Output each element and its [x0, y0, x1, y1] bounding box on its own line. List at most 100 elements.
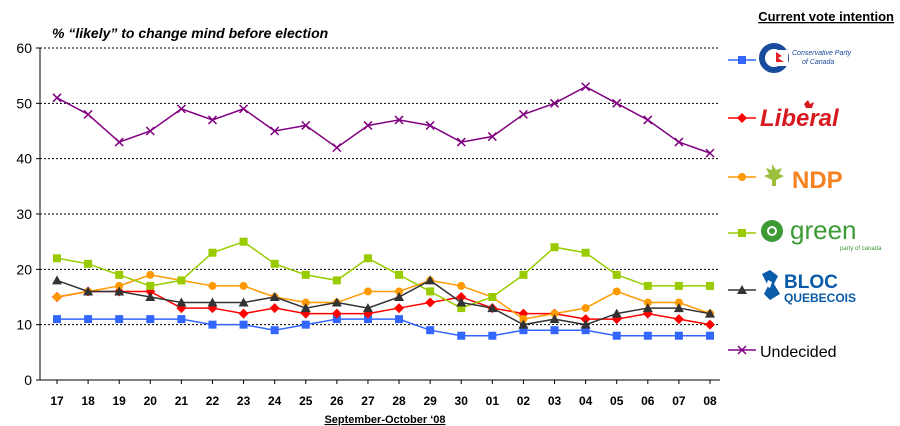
data-point	[301, 270, 310, 279]
data-point	[705, 319, 715, 330]
data-point	[270, 259, 279, 268]
data-point	[207, 115, 218, 125]
x-tick-label: 25	[299, 394, 313, 408]
data-point	[331, 297, 342, 307]
data-point	[363, 254, 372, 263]
x-tick-label: 28	[392, 394, 406, 408]
data-point	[643, 281, 652, 290]
data-point	[395, 270, 404, 279]
data-point	[176, 104, 186, 114]
data-point	[456, 137, 466, 147]
data-point	[84, 315, 93, 324]
data-point	[84, 259, 93, 268]
series-line	[56, 240, 710, 309]
data-point	[643, 298, 652, 307]
legend-logo-ndp: NDP	[764, 164, 843, 194]
data-point	[332, 276, 341, 285]
data-point	[456, 297, 467, 307]
data-point	[301, 298, 310, 307]
data-point	[549, 98, 560, 108]
series-3	[53, 237, 714, 313]
data-point	[425, 120, 435, 130]
x-tick-label: 30	[455, 394, 469, 408]
x-tick-label: 03	[548, 394, 562, 408]
data-point	[581, 326, 590, 335]
x-tick-label: 29	[423, 394, 437, 408]
x-tick-label: 05	[610, 394, 624, 408]
legend-marker	[738, 229, 746, 237]
series-4	[52, 275, 715, 329]
x-tick-label: 22	[206, 394, 220, 408]
data-point	[114, 286, 125, 296]
data-point	[487, 303, 498, 313]
x-tick-label: 08	[703, 394, 717, 408]
data-point	[488, 293, 497, 301]
series-line	[56, 279, 711, 326]
legend-label-undecided: Undecided	[760, 344, 837, 361]
data-point	[145, 126, 155, 136]
x-tick-label: 01	[486, 394, 500, 408]
series-line	[56, 85, 711, 154]
x-tick-label: 27	[361, 394, 375, 408]
logo-bloc-bottom: QUEBECOIS	[784, 291, 856, 305]
data-point	[239, 320, 248, 329]
data-point	[207, 297, 218, 307]
data-point	[674, 137, 684, 147]
data-point	[146, 281, 155, 290]
y-tick-label: 30	[16, 206, 32, 222]
data-point	[643, 115, 653, 125]
x-tick-label: 02	[517, 394, 531, 408]
y-tick-label: 0	[24, 372, 32, 388]
data-point	[457, 331, 466, 340]
data-point	[270, 126, 280, 136]
logo-green-text: green	[790, 215, 857, 245]
data-point	[550, 309, 559, 318]
series-5	[52, 82, 715, 158]
data-point	[394, 292, 405, 301]
data-point	[674, 298, 683, 307]
data-point	[643, 331, 652, 340]
y-tick-label: 60	[16, 40, 32, 56]
data-point	[331, 308, 342, 319]
data-point	[581, 248, 590, 257]
data-point	[705, 148, 715, 158]
data-point	[208, 281, 217, 290]
series-line	[57, 318, 710, 337]
data-point	[363, 120, 373, 130]
data-point	[208, 248, 217, 257]
data-point	[208, 320, 217, 329]
data-point	[177, 276, 186, 285]
x-tick-label: 21	[175, 394, 189, 408]
data-point	[239, 237, 248, 246]
data-point	[269, 303, 280, 314]
data-point	[270, 326, 279, 335]
data-point	[612, 98, 622, 108]
y-tick-label: 10	[16, 317, 32, 333]
data-point	[581, 82, 591, 92]
data-point	[115, 281, 124, 290]
logo-green-subtext: party of canada	[840, 246, 882, 252]
data-point	[581, 304, 590, 313]
legend-logo-liberal: Liberal	[760, 100, 840, 132]
data-point	[238, 297, 249, 307]
data-point	[363, 315, 372, 324]
x-tick-label: 24	[268, 394, 282, 408]
x-tick-label: 18	[81, 394, 95, 408]
data-point	[146, 270, 155, 279]
data-point	[580, 314, 591, 325]
data-point	[674, 331, 683, 340]
legend-marker	[738, 173, 746, 181]
data-point	[394, 303, 405, 314]
legend-marker	[738, 56, 746, 64]
data-point	[706, 331, 714, 340]
x-tick-label: 19	[113, 394, 127, 408]
legend-logo-green: green party of canada	[761, 215, 882, 252]
data-point	[519, 315, 528, 324]
logo-liberal-text: Liberal	[760, 105, 840, 132]
legend-marker	[737, 113, 747, 123]
data-point	[705, 308, 715, 318]
data-point	[674, 281, 683, 290]
data-point	[145, 292, 156, 301]
data-point	[519, 270, 528, 279]
data-point	[673, 314, 684, 325]
